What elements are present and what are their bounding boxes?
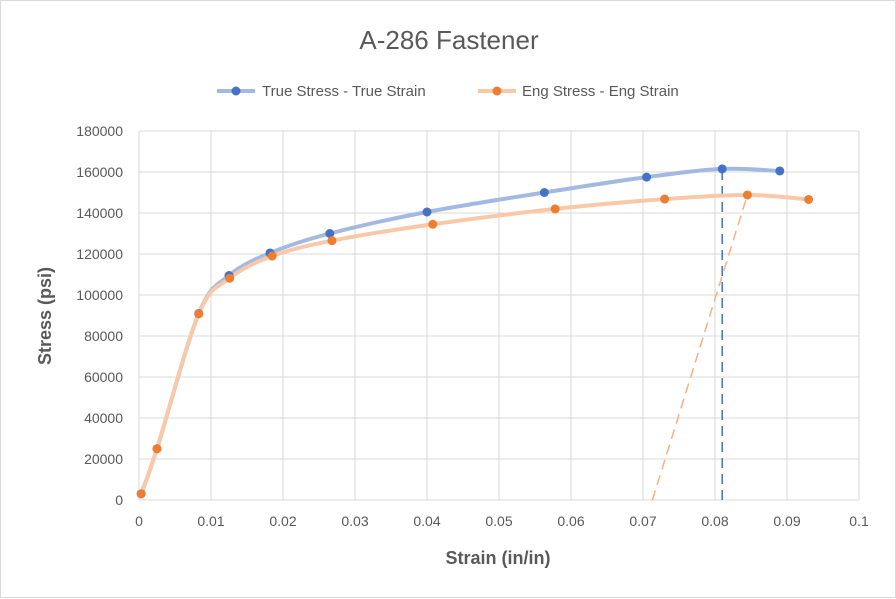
legend-label-true: True Stress - True Strain [262, 83, 426, 100]
series-0-point [422, 207, 432, 217]
y-tick-label: 60000 [84, 369, 123, 385]
x-tick-label: 0.01 [197, 513, 224, 529]
y-tick-label: 120000 [76, 246, 123, 262]
series-0-point [775, 166, 785, 176]
series-layer [136, 164, 814, 499]
y-axis-title: Stress (psi) [35, 267, 55, 365]
series-0-point [325, 229, 335, 238]
y-tick-labels: 0 20000 40000 60000 80000 100000 120000 140000 1… [76, 123, 123, 508]
y-tick-label: 180000 [76, 123, 123, 139]
series-0-point [717, 164, 727, 174]
x-axis-title: Strain (in/in) [446, 548, 551, 568]
reference-lines [651, 168, 749, 501]
x-tick-labels: 0 0.01 0.02 0.03 0.04 0.05 0.06 0.07 0.08 0.09 0.1 [135, 513, 869, 529]
series-1-point [327, 236, 337, 246]
x-tick-label: 0.08 [701, 513, 728, 529]
series-1-point [136, 489, 146, 499]
series-1-point [550, 204, 560, 214]
series-1-point [225, 273, 235, 283]
x-tick-label: 0.1 [849, 513, 869, 529]
series-line-0 [139, 166, 782, 496]
y-tick-label: 80000 [84, 328, 123, 344]
y-tick-label: 20000 [84, 451, 123, 467]
x-tick-label: 0.06 [557, 513, 584, 529]
x-tick-label: 0.05 [485, 513, 512, 529]
y-tick-label: 140000 [76, 205, 123, 221]
y-tick-label: 40000 [84, 410, 123, 426]
x-tick-label: 0.02 [269, 513, 296, 529]
y-tick-label: 160000 [76, 164, 123, 180]
series-1-point [660, 194, 670, 204]
y-tick-label: 0 [115, 492, 123, 508]
reference-line-1 [651, 194, 749, 501]
legend-item-eng: Eng Stress - Eng Strain [478, 83, 679, 100]
series-1-point [742, 190, 752, 200]
legend-label-eng: Eng Stress - Eng Strain [522, 83, 679, 100]
x-tick-label: 0 [135, 513, 143, 529]
series-0-point [642, 172, 652, 182]
series-1-point [804, 194, 814, 204]
series-1-point [267, 251, 277, 261]
x-tick-label: 0.09 [773, 513, 800, 529]
x-tick-label: 0.07 [629, 513, 656, 529]
series-1-point [152, 444, 162, 454]
legend-marker-true [231, 86, 241, 96]
x-tick-label: 0.04 [413, 513, 440, 529]
series-1-point [194, 309, 204, 319]
series-1-point [428, 219, 438, 229]
chart-title: A-286 Fastener [359, 25, 539, 55]
series-0-point [539, 188, 549, 197]
series-line-1 [139, 192, 811, 496]
legend-item-true: True Stress - True Strain [217, 83, 426, 100]
y-tick-label: 100000 [76, 287, 123, 303]
legend: True Stress - True Strain Eng Stress - E… [217, 83, 679, 100]
legend-marker-eng [492, 86, 502, 96]
x-tick-label: 0.03 [341, 513, 368, 529]
grid-layer [138, 130, 860, 501]
